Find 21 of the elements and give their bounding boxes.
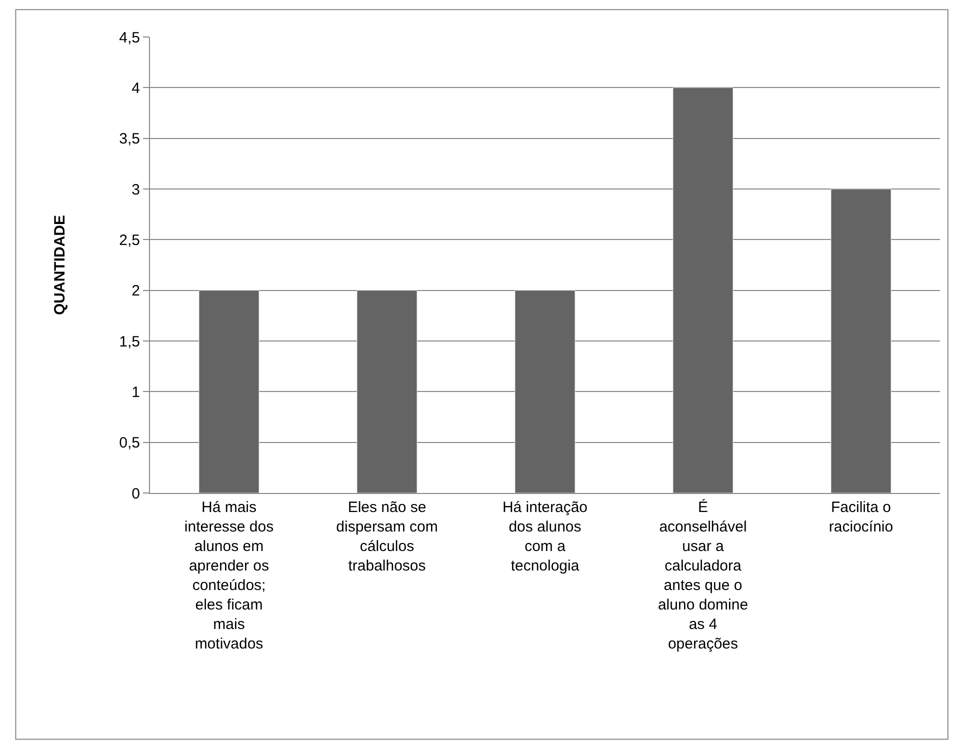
y-tick-label: 2,5 [119, 232, 140, 249]
x-tick-label: Há mais interesse dos alunos em aprender os conteúdos; eles ficam mais motivados [184, 499, 274, 652]
y-tick-label: 4,5 [119, 29, 140, 46]
x-tick-label: Há interação dos alunos com a tecnologia [502, 499, 588, 574]
y-tick-label: 3,5 [119, 130, 140, 148]
x-tick-label: É aconselhável usar a calculadora antes que o aluno domine as 4 operações [658, 498, 748, 652]
y-tick-label: 4 [132, 80, 140, 97]
bar [514, 290, 576, 493]
y-tick-label: 1,5 [119, 333, 140, 350]
bar [830, 188, 892, 493]
y-tick-label: 0 [132, 485, 140, 502]
y-tick-label: 3 [132, 181, 140, 198]
bar [198, 290, 260, 493]
bar [672, 87, 734, 493]
y-tick-label: 1 [132, 384, 140, 401]
x-tick-label: Facilita o raciocínio [828, 499, 894, 536]
y-axis-title: QUANTIDADE [51, 215, 68, 315]
bar [356, 290, 418, 493]
y-tick-label: 2 [132, 282, 140, 300]
y-tick-label: 0,5 [119, 434, 140, 452]
x-tick-label: Eles não se dispersam com cálculos trabalhosos [336, 499, 438, 574]
